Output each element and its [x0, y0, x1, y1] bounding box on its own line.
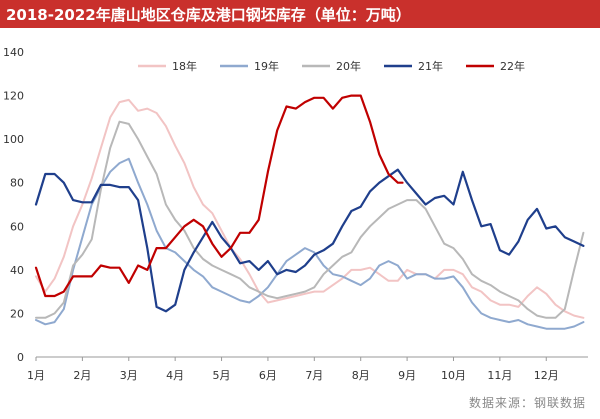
title-bar: 2018-2022年唐山地区仓库及港口钢坯库存（单位：万吨）: [0, 0, 600, 28]
chart-title: 2018-2022年唐山地区仓库及港口钢坯库存（单位：万吨）: [6, 6, 411, 24]
x-tick-label: 6月: [259, 369, 277, 382]
legend-label: 20年: [336, 59, 361, 73]
y-tick-label: 140: [3, 46, 24, 59]
legend-label: 22年: [500, 59, 525, 73]
legend-label: 18年: [172, 59, 197, 73]
y-tick-label: 40: [10, 264, 24, 277]
series-line-5: [34, 94, 404, 298]
y-tick-label: 60: [10, 220, 24, 233]
chart-plot-area: [34, 94, 585, 330]
y-tick-label: 0: [17, 351, 24, 364]
series-line-3: [35, 120, 585, 319]
x-tick-label: 9月: [398, 369, 416, 382]
x-tick-label: 11月: [487, 369, 512, 382]
data-source-note: 数据来源：钢联数据: [468, 396, 586, 410]
y-tick-label: 120: [3, 90, 24, 103]
legend-label: 21年: [418, 59, 443, 73]
chart-legend: 18年 19年 20年 21年 22年: [138, 59, 525, 73]
x-tick-label: 3月: [120, 369, 138, 382]
y-tick-label: 100: [3, 133, 24, 146]
series-line-2: [35, 157, 585, 330]
x-tick-label: 4月: [166, 369, 184, 382]
legend-label: 19年: [254, 59, 279, 73]
chart-axes: 0 20 40 60 80 100 120 140 1月 2月 3月 4月 5月 6月 7月 8月 9月 10月 1…: [3, 46, 588, 382]
x-tick-label: 12月: [534, 369, 559, 382]
series-line-4: [34, 168, 585, 313]
x-tick-label: 7月: [305, 369, 323, 382]
x-tick-label: 2月: [73, 369, 91, 382]
y-tick-label: 20: [10, 307, 24, 320]
y-tick-label: 80: [10, 177, 24, 190]
x-tick-label: 1月: [27, 369, 45, 382]
x-tick-label: 8月: [352, 369, 370, 382]
x-tick-label: 5月: [213, 369, 231, 382]
x-tick-label: 10月: [441, 369, 466, 382]
series-line-1: [35, 98, 585, 319]
